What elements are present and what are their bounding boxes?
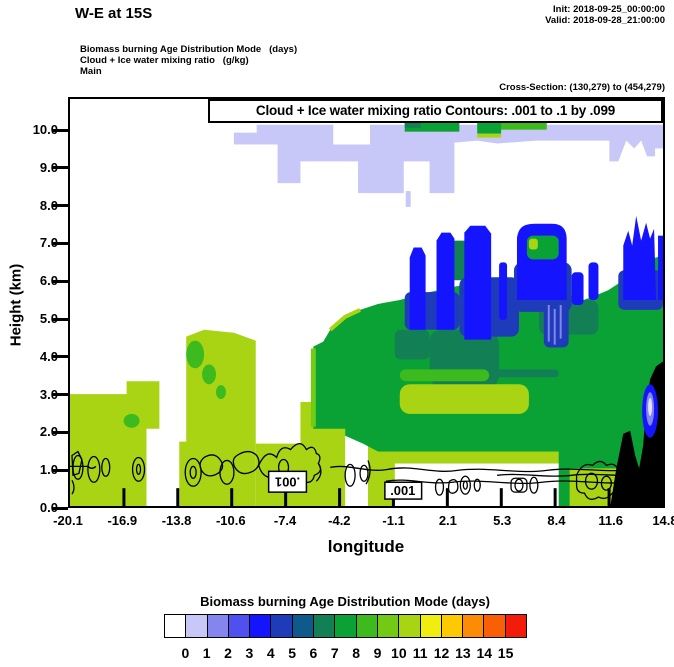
colorbar-value-label: 7 — [330, 645, 339, 661]
y-tick-label: 1.0 — [39, 462, 58, 478]
y-tick-label: 6.0 — [39, 273, 58, 289]
y-tick-mark — [52, 468, 68, 472]
field-description: Biomass burning Age Distribution Mode (d… — [80, 44, 297, 77]
y-tick-label: 2.0 — [39, 424, 58, 440]
colorbar-cell — [399, 615, 421, 637]
colorbar-cell — [314, 615, 336, 637]
x-tick-label: -16.9 — [107, 513, 138, 528]
colorbar-value-label: 5 — [288, 645, 296, 661]
x-tick-label: 5.3 — [493, 513, 512, 528]
y-tick-mark — [52, 506, 68, 510]
y-tick-mark — [52, 430, 68, 434]
x-tick-mark — [553, 488, 557, 506]
contour-label-west: .001 — [275, 474, 300, 489]
colorbar-value-label: 2 — [224, 645, 232, 661]
y-tick-label: 3.0 — [39, 386, 58, 402]
colorbar-value-label: 10 — [391, 645, 407, 661]
x-tick-mark — [338, 488, 342, 506]
colorbar-cell — [484, 615, 506, 637]
contour-field-name: Cloud + Ice water mixing ratio (g/kg) — [80, 55, 249, 66]
colorbar-cell — [250, 615, 272, 637]
y-tick-label: 0.0 — [39, 500, 58, 515]
grid-name: Main — [80, 66, 102, 77]
colorbar-cell — [292, 615, 315, 637]
x-tick-mark — [499, 488, 503, 506]
valid-time: Valid: 2018-09-28_21:00:00 — [545, 15, 665, 26]
page-title: W-E at 15S — [75, 5, 153, 22]
colorbar-value-label: 4 — [266, 645, 275, 661]
x-tick-mark — [230, 488, 234, 506]
contour-label-east: .001 — [390, 483, 415, 498]
colorbar-value-label: 15 — [497, 645, 514, 661]
run-times: Init: 2018-09-25_00:00:00 Valid: 2018-09… — [545, 4, 665, 26]
x-tick-mark — [284, 488, 288, 506]
x-tick-label: 2.1 — [438, 513, 457, 528]
x-tick-label: 11.6 — [598, 513, 623, 528]
colorbar-title: Biomass burning Age Distribution Mode (d… — [200, 594, 490, 609]
colorbar — [164, 614, 528, 638]
colorbar-cell — [165, 615, 187, 637]
x-tick-label: -4.2 — [328, 513, 351, 528]
x-tick-label: 14.8 — [652, 513, 674, 528]
x-tick-label: 8.4 — [547, 513, 566, 528]
x-tick-mark — [176, 488, 180, 506]
y-tick-label: 8.0 — [39, 197, 58, 213]
colorbar-cell — [207, 615, 229, 637]
colorbar-cell — [420, 615, 442, 637]
plot-area: .001 .001 Cloud + Ice water mixing ratio… — [68, 97, 665, 508]
colorbar-cell — [356, 615, 378, 637]
x-tick-label: -10.6 — [215, 513, 246, 528]
y-tick-mark — [52, 241, 68, 245]
init-time: Init: 2018-09-25_00:00:00 — [553, 4, 665, 15]
x-axis-title: longitude — [327, 537, 405, 556]
y-tick-mark — [52, 204, 68, 208]
colorbar-cell — [463, 615, 485, 637]
x-tick-label: -7.4 — [273, 513, 297, 528]
colorbar-cell — [186, 615, 208, 637]
colorbar-value-label: 0 — [181, 645, 190, 661]
y-tick-label: 10.0 — [32, 122, 58, 137]
colorbar-value-label: 13 — [455, 645, 471, 661]
x-tick-label: -20.1 — [53, 513, 83, 528]
colorbar-value-label: 3 — [245, 645, 254, 661]
blue-lens — [642, 384, 659, 438]
y-tick-mark — [52, 393, 68, 397]
plot-title-box: Cloud + Ice water mixing ratio Contours:… — [208, 99, 663, 123]
colorbar-value-label: 11 — [412, 645, 428, 661]
y-tick-mark — [52, 279, 68, 283]
x-tick-mark — [122, 488, 126, 506]
y-tick-mark — [52, 355, 68, 359]
x-tick-label: -1.1 — [382, 513, 405, 528]
y-tick-label: 4.0 — [39, 348, 58, 364]
colorbar-cell — [228, 615, 251, 637]
cross-section-info: Cross-Section: (130,279) to (454,279) — [499, 82, 665, 93]
colorbar-value-label: 9 — [373, 645, 382, 661]
shaded-field-name: Biomass burning Age Distribution Mode (d… — [80, 44, 298, 55]
y-tick-mark — [52, 317, 68, 321]
contour-labels: .001 .001 — [267, 470, 423, 500]
y-tick-mark — [52, 166, 68, 170]
colorbar-cell — [271, 615, 293, 637]
x-tick-label: -13.8 — [161, 513, 192, 528]
y-tick-label: 7.0 — [39, 235, 58, 251]
y-tick-label: 5.0 — [39, 311, 58, 326]
contour-field-plot: .001 .001 — [70, 116, 663, 506]
colorbar-value-label: 14 — [476, 645, 493, 661]
colorbar-cell — [335, 615, 357, 637]
colorbar-cell — [377, 615, 400, 637]
colorbar-cell — [505, 615, 527, 637]
y-tick-label: 9.0 — [39, 159, 58, 175]
colorbar-cell — [441, 615, 464, 637]
x-tick-mark — [445, 488, 449, 506]
colorbar-value-label: 8 — [352, 645, 361, 661]
colorbar-value-label: 6 — [309, 645, 318, 661]
colorbar-value-label: 12 — [433, 645, 450, 661]
colorbar-value-label: 1 — [202, 645, 211, 661]
blue-towers — [409, 215, 663, 340]
y-tick-mark — [52, 128, 68, 132]
